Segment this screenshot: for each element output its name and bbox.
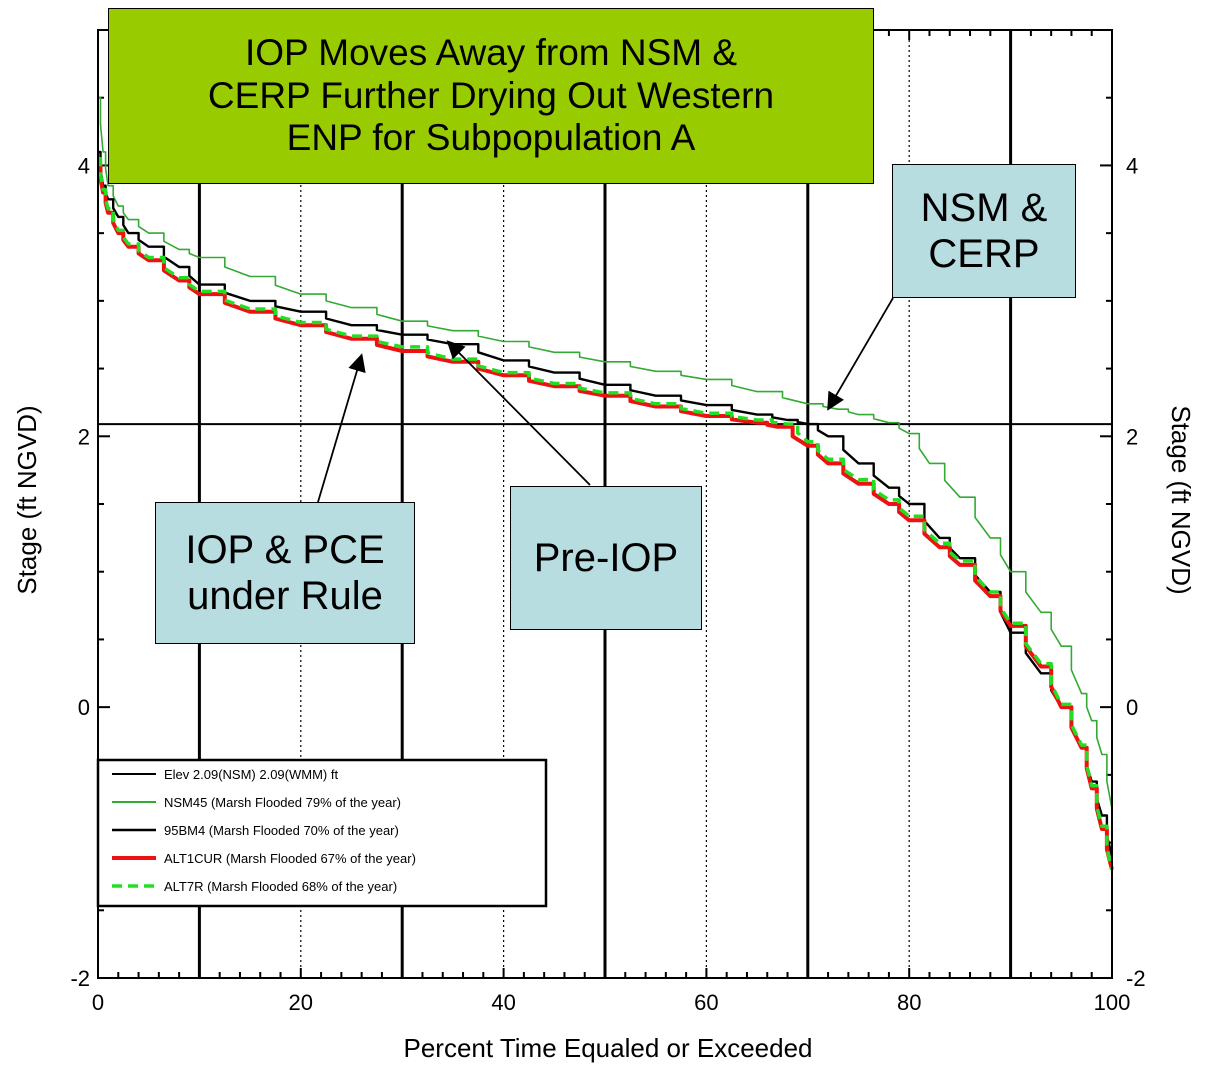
y-tick-label-left--2: -2 (70, 966, 90, 991)
series-line-1 (98, 96, 1113, 809)
nsm-cerp-line-2: CERP (928, 232, 1040, 276)
y-axis-title-left: Stage (ft NGVD) (12, 405, 42, 594)
y-tick-label-left-4: 4 (78, 153, 90, 178)
arrow-nsm (827, 297, 894, 411)
series-line-3 (98, 163, 1114, 871)
y-tick-label-right--2: -2 (1126, 966, 1146, 991)
title-line-2: CERP Further Drying Out Western (207, 74, 775, 116)
pre-iop-label: Pre-IOP (533, 536, 679, 580)
series-lines (98, 96, 1114, 871)
nsm-cerp-annotation-box: NSM & CERP (892, 164, 1076, 298)
tick-labels: 0 20 40 60 80 100-2 -20 02 24 4 (70, 153, 1145, 1015)
legend-label-3: ALT1CUR (Marsh Flooded 67% of the year) (164, 851, 416, 866)
y-tick-label-right-0: 0 (1126, 695, 1138, 720)
x-tick-label-0: 0 (92, 990, 104, 1015)
title-line-1: IOP Moves Away from NSM & (244, 32, 738, 74)
annotation-arrows (317, 297, 894, 503)
x-tick-label-80: 80 (897, 990, 921, 1015)
x-tick-label-60: 60 (694, 990, 718, 1015)
title-line-3: ENP for Subpopulation A (286, 117, 696, 159)
legend: Elev 2.09(NSM) 2.09(WMM) ft NSM45 (Marsh … (96, 758, 548, 908)
arrow-iop (317, 353, 366, 503)
y-tick-label-right-4: 4 (1126, 153, 1138, 178)
iop-pce-line-2: under Rule (187, 574, 383, 618)
legend-label-4: ALT7R (Marsh Flooded 68% of the year) (164, 879, 397, 894)
iop-pce-line-1: IOP & PCE (185, 528, 385, 572)
title-annotation-box: IOP Moves Away from NSM & CERP Further D… (108, 8, 874, 184)
y-axis-title-right: Stage (ft NGVD) (1166, 405, 1196, 594)
y-tick-label-right-2: 2 (1126, 424, 1138, 449)
nsm-cerp-line-1: NSM & (920, 186, 1048, 230)
x-tick-label-40: 40 (491, 990, 515, 1015)
legend-frame (96, 758, 548, 908)
x-axis-title: Percent Time Equaled or Exceeded (403, 1033, 812, 1063)
iop-pce-annotation-box: IOP & PCE under Rule (155, 502, 415, 644)
y-tick-label-left-2: 2 (78, 424, 90, 449)
pre-iop-annotation-box: Pre-IOP (510, 486, 702, 630)
arrow-pre (446, 340, 591, 486)
y-tick-label-left-0: 0 (78, 695, 90, 720)
legend-label-2: 95BM4 (Marsh Flooded 70% of the year) (164, 823, 399, 838)
legend-label-0: Elev 2.09(NSM) 2.09(WMM) ft (164, 767, 338, 782)
x-tick-label-100: 100 (1094, 990, 1131, 1015)
x-tick-label-20: 20 (289, 990, 313, 1015)
legend-label-1: NSM45 (Marsh Flooded 79% of the year) (164, 795, 401, 810)
